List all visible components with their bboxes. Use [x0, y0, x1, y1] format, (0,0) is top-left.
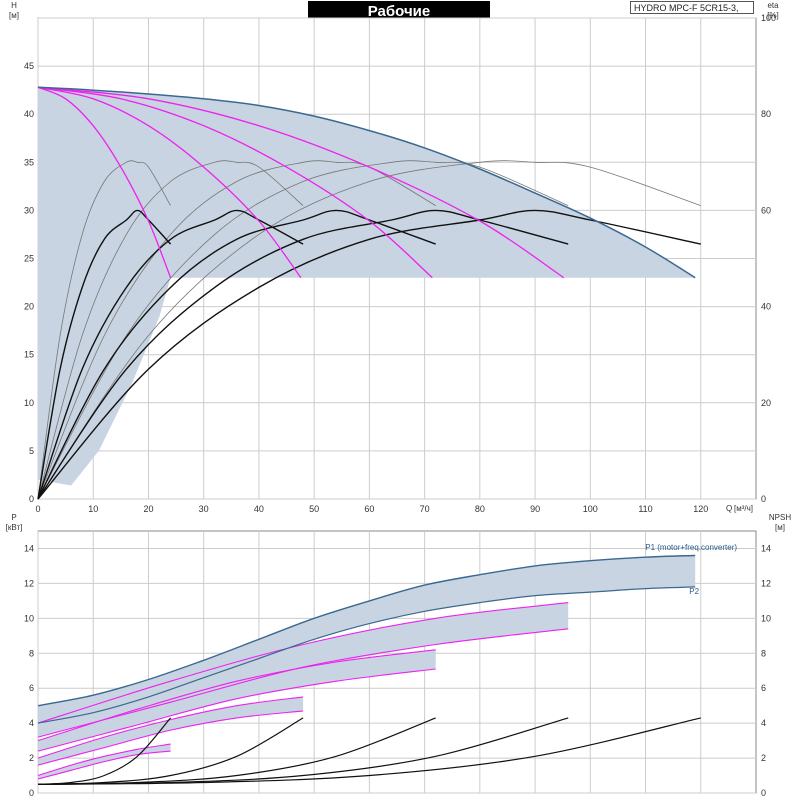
x-tick-label: 0 — [35, 504, 40, 514]
eta-axis-label: eta — [767, 1, 779, 10]
p2-curve — [37, 586, 696, 724]
power-y-tick-label: 0 — [29, 788, 34, 798]
head-y-tick-label: 30 — [24, 205, 34, 215]
x-tick-label: 80 — [475, 504, 485, 514]
head-y-tick-label: 45 — [24, 61, 34, 71]
reduced-speed-head-curve — [37, 86, 172, 278]
reduced-speed-power-curve — [37, 750, 171, 780]
reduced-speed-power-curve — [37, 602, 569, 724]
eta-y-tick-label: 0 — [761, 494, 766, 504]
x-tick-label: 40 — [254, 504, 264, 514]
eta-y-tick-label: 40 — [761, 302, 771, 312]
x-tick-label: 60 — [364, 504, 374, 514]
x-tick-label: 10 — [88, 504, 98, 514]
x-tick-label: 110 — [638, 504, 652, 514]
x-tick-label: 70 — [420, 504, 430, 514]
head-y-tick-label: 10 — [24, 398, 34, 408]
npsh-y-tick-label: 0 — [761, 788, 766, 798]
head-axis-label: H — [11, 1, 17, 10]
npsh-y-tick-label: 14 — [761, 543, 771, 553]
x-tick-label: 100 — [583, 504, 598, 514]
npsh-axis-label: NPSH — [769, 513, 791, 522]
q-axis-label: Q — [726, 504, 732, 513]
power-y-tick-label: 12 — [24, 578, 34, 588]
power-axis-unit: [кВт] — [6, 523, 23, 532]
power-y-tick-label: 8 — [29, 648, 34, 658]
efficiency-curve — [37, 209, 569, 500]
power-y-tick-label: 14 — [24, 543, 34, 553]
operating-range-area — [38, 87, 696, 486]
reduced-speed-power-curve — [37, 628, 569, 738]
x-tick-label: 90 — [530, 504, 540, 514]
p1-curve — [37, 554, 696, 707]
power-y-tick-label: 2 — [29, 753, 34, 763]
npsh-y-tick-label: 2 — [761, 753, 766, 763]
power-axis-label: P — [11, 513, 16, 522]
efficiency-curve — [37, 160, 701, 500]
power-y-tick-label: 4 — [29, 718, 34, 728]
p1-series-label: P1 (motor+freq.converter) — [645, 543, 737, 552]
eta-axis-unit: [%] — [767, 11, 779, 20]
head-y-tick-label: 35 — [24, 157, 34, 167]
efficiency-curve — [37, 209, 172, 500]
power-y-tick-label: 10 — [24, 613, 34, 623]
power-band-area — [38, 555, 696, 724]
eta-y-tick-label: 60 — [761, 205, 771, 215]
head-y-tick-label: 15 — [24, 350, 34, 360]
efficiency-curve — [37, 160, 304, 500]
reduced-speed-power-curve — [37, 743, 171, 777]
power-range-area — [38, 602, 569, 738]
max-speed-head-curve — [37, 86, 696, 279]
q-axis-unit: [м³/ч] — [734, 504, 753, 513]
npsh-y-tick-label: 8 — [761, 648, 766, 658]
head-axis-unit: [м] — [9, 11, 19, 20]
x-tick-label: 50 — [309, 504, 319, 514]
x-tick-label: 120 — [693, 504, 708, 514]
power-y-tick-label: 6 — [29, 683, 34, 693]
npsh-curve — [37, 717, 701, 785]
head-y-tick-label: 20 — [24, 302, 34, 312]
eta-y-tick-label: 80 — [761, 109, 771, 119]
p2-series-label: P2 — [689, 587, 699, 596]
reduced-speed-power-curve — [37, 696, 304, 759]
npsh-y-tick-label: 4 — [761, 718, 766, 728]
power-range-area — [38, 696, 304, 766]
npsh-y-tick-label: 6 — [761, 683, 766, 693]
eta-y-tick-label: 100 — [761, 13, 776, 23]
head-y-tick-label: 0 — [29, 494, 34, 504]
x-tick-label: 20 — [143, 504, 153, 514]
efficiency-curve — [37, 160, 436, 500]
reduced-speed-head-curve — [37, 86, 433, 279]
head-y-tick-label: 5 — [29, 446, 34, 456]
reduced-speed-head-curve — [37, 86, 565, 279]
efficiency-curve — [37, 209, 436, 500]
reduced-speed-power-curve — [37, 668, 436, 752]
head-y-tick-label: 40 — [24, 109, 34, 119]
reduced-speed-power-curve — [37, 710, 304, 766]
x-tick-label: 30 — [199, 504, 209, 514]
npsh-axis-unit: [м] — [775, 523, 785, 532]
power-range-area — [38, 649, 436, 752]
efficiency-curve — [37, 209, 304, 500]
npsh-y-tick-label: 10 — [761, 613, 771, 623]
reduced-speed-head-curve — [37, 86, 302, 279]
efficiency-curve — [37, 160, 171, 500]
npsh-y-tick-label: 12 — [761, 578, 771, 588]
eta-y-tick-label: 20 — [761, 398, 771, 408]
efficiency-curve — [37, 209, 701, 500]
head-y-tick-label: 25 — [24, 254, 34, 264]
